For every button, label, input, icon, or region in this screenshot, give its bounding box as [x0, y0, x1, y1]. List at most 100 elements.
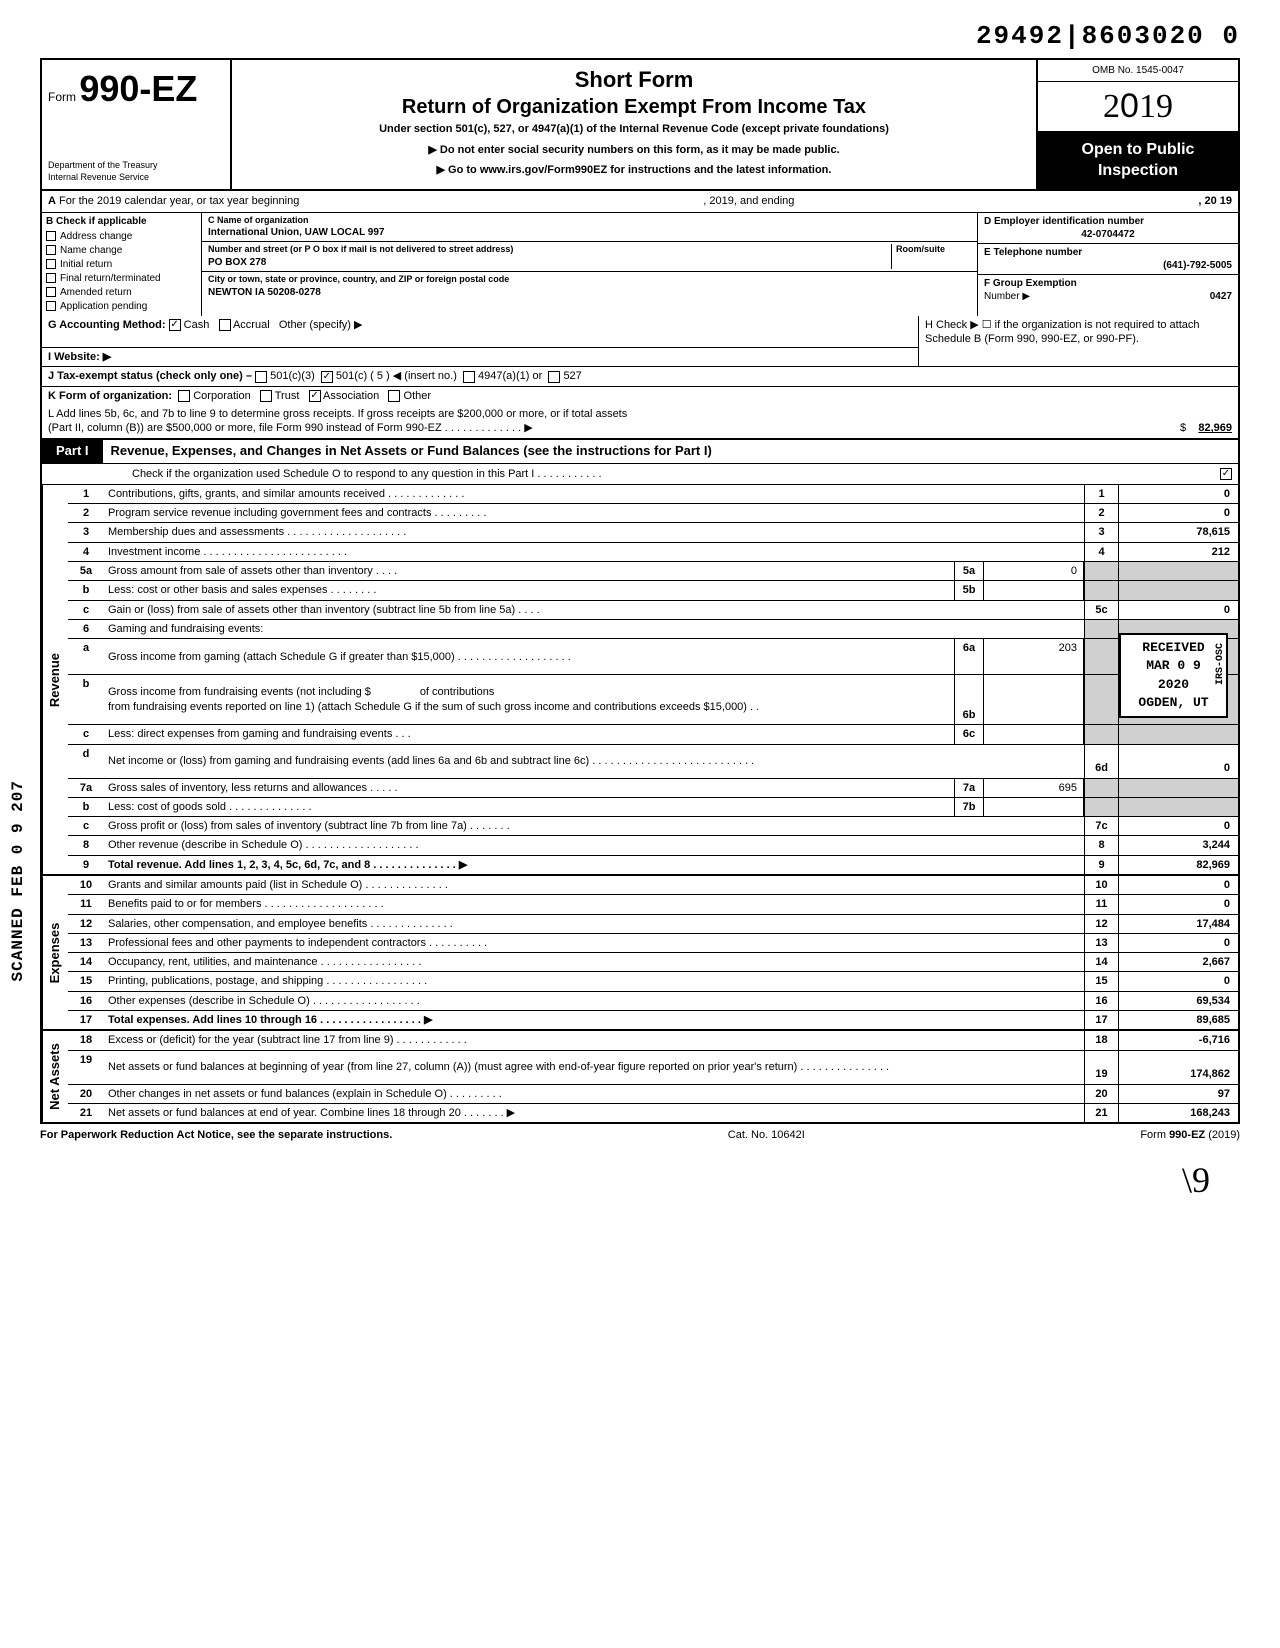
- form-number-block: Form 990-EZ: [48, 66, 224, 113]
- open-to-public: Open to Public Inspection: [1038, 132, 1238, 189]
- subtitle: Under section 501(c), 527, or 4947(a)(1)…: [242, 122, 1026, 136]
- part-i-tag: Part I: [42, 440, 103, 463]
- line-h-cont: [918, 348, 1238, 367]
- goto-link: ▶ Go to www.irs.gov/Form990EZ for instru…: [242, 163, 1026, 177]
- chk-trust[interactable]: [260, 390, 272, 402]
- chk-501c3[interactable]: [255, 371, 267, 383]
- chk-amended-return[interactable]: Amended return: [46, 286, 197, 299]
- ghijk-block: G Accounting Method: Cash Accrual Other …: [40, 316, 1240, 405]
- part-i-sub: Check if the organization used Schedule …: [40, 464, 1240, 485]
- org-city-row: City or town, state or province, country…: [202, 272, 977, 301]
- chk-schedule-o[interactable]: [1220, 468, 1232, 480]
- netassets-lines: 18Excess or (deficit) for the year (subt…: [68, 1031, 1238, 1122]
- phone-row: E Telephone number (641)-792-5005: [978, 244, 1238, 275]
- chk-final-return[interactable]: Final return/terminated: [46, 272, 197, 285]
- footer: For Paperwork Reduction Act Notice, see …: [40, 1124, 1240, 1146]
- stamp-loc: OGDEN, UT: [1131, 694, 1216, 712]
- group-exempt-label: F Group Exemption: [984, 278, 1077, 289]
- revenue-lines: 1Contributions, gifts, grants, and simil…: [68, 485, 1238, 874]
- city-label: City or town, state or province, country…: [208, 274, 971, 286]
- org-addr-row: Number and street (or P O box if mail is…: [202, 242, 977, 272]
- form-number: 990-EZ: [79, 68, 197, 109]
- row-k: K Form of organization: Corporation Trus…: [42, 387, 1238, 405]
- open-line2: Inspection: [1040, 161, 1236, 182]
- revenue-section: Revenue 1Contributions, gifts, grants, a…: [42, 485, 1238, 876]
- line-a-label: A: [48, 194, 56, 208]
- stamp-received: RECEIVED: [1131, 639, 1216, 657]
- form-header: Form 990-EZ Department of the Treasury I…: [40, 58, 1240, 191]
- chk-initial-return[interactable]: Initial return: [46, 258, 197, 271]
- ein-row: D Employer identification number 42-0704…: [978, 213, 1238, 244]
- chk-501c[interactable]: [321, 371, 333, 383]
- dept-block: Department of the Treasury Internal Reve…: [48, 160, 224, 183]
- checkbox-icon: [46, 301, 56, 311]
- checkbox-icon: [46, 231, 56, 241]
- footer-left: For Paperwork Reduction Act Notice, see …: [40, 1128, 392, 1142]
- row-j: J Tax-exempt status (check only one) – 5…: [42, 367, 1238, 386]
- col-de: D Employer identification number 42-0704…: [978, 213, 1238, 316]
- header-right: OMB No. 1545-0047 20201919 Open to Publi…: [1038, 60, 1238, 189]
- part-i-title: Revenue, Expenses, and Changes in Net As…: [111, 443, 712, 460]
- title-return: Return of Organization Exempt From Incom…: [242, 94, 1026, 120]
- part-i-sub-text: Check if the organization used Schedule …: [132, 467, 602, 481]
- open-line1: Open to Public: [1040, 140, 1236, 161]
- dept-treasury: Department of the Treasury: [48, 160, 224, 172]
- org-name: International Union, UAW LOCAL 997: [208, 226, 971, 239]
- netassets-side-label: Net Assets: [42, 1031, 68, 1122]
- dept-irs: Internal Revenue Service: [48, 172, 224, 184]
- line-l-amount: 82,969: [1198, 421, 1232, 435]
- row-i: I Website: ▶: [42, 348, 1238, 367]
- line-l: L Add lines 5b, 6c, and 7b to line 9 to …: [40, 405, 1240, 440]
- expenses-section: Expenses 10Grants and similar amounts pa…: [42, 876, 1238, 1031]
- group-exempt-label2: Number ▶: [984, 291, 1030, 302]
- phone-label: E Telephone number: [984, 246, 1232, 259]
- org-name-label: C Name of organization: [208, 215, 971, 227]
- chk-accrual[interactable]: [219, 319, 231, 331]
- footer-right: Form 990-EZ (2019): [1140, 1128, 1240, 1142]
- phone-value: (641)-792-5005: [984, 259, 1232, 272]
- g-label: G Accounting Method:: [48, 319, 166, 331]
- chk-527[interactable]: [548, 371, 560, 383]
- checkbox-icon: [46, 245, 56, 255]
- chk-cash[interactable]: [169, 319, 181, 331]
- chk-address-change[interactable]: Address change: [46, 230, 197, 243]
- chk-application-pending[interactable]: Application pending: [46, 300, 197, 313]
- group-exempt-row: F Group Exemption Number ▶ 0427: [978, 275, 1238, 305]
- chk-name-change[interactable]: Name change: [46, 244, 197, 257]
- stamp-date: MAR 0 9 2020: [1131, 657, 1216, 693]
- line-a-mid: , 2019, and ending: [703, 194, 794, 208]
- top-dln-number: 29492|8603020 0: [40, 20, 1240, 54]
- col-b: B Check if applicable Address change Nam…: [42, 213, 202, 316]
- checkbox-icon: [46, 287, 56, 297]
- main-grid: Revenue 1Contributions, gifts, grants, a…: [40, 485, 1240, 1124]
- header-left: Form 990-EZ Department of the Treasury I…: [42, 60, 232, 189]
- org-city: NEWTON IA 50208-0278: [208, 286, 971, 299]
- row-gh: G Accounting Method: Cash Accrual Other …: [42, 316, 1238, 349]
- line-a-text: For the 2019 calendar year, or tax year …: [59, 194, 299, 208]
- line-a: A For the 2019 calendar year, or tax yea…: [40, 191, 1240, 212]
- expenses-side-label: Expenses: [42, 876, 68, 1029]
- line-6a: a Gross income from gaming (attach Sched…: [68, 639, 1238, 675]
- form-prefix: Form: [48, 90, 76, 104]
- ein-value: 42-0704472: [984, 228, 1232, 241]
- i-label: I Website: ▶: [48, 351, 111, 363]
- received-stamp: RECEIVED MAR 0 9 2020 OGDEN, UT IRS-OSC: [1119, 633, 1228, 718]
- revenue-side-label: Revenue: [42, 485, 68, 874]
- part-i-header: Part I Revenue, Expenses, and Changes in…: [40, 440, 1240, 464]
- omb-number: OMB No. 1545-0047: [1038, 60, 1238, 82]
- chk-assoc[interactable]: [309, 390, 321, 402]
- line-g: G Accounting Method: Cash Accrual Other …: [42, 316, 918, 349]
- netassets-section: Net Assets 18Excess or (deficit) for the…: [42, 1031, 1238, 1122]
- chk-other-org[interactable]: [388, 390, 400, 402]
- tax-year: 20201919: [1038, 82, 1238, 132]
- expenses-lines: 10Grants and similar amounts paid (list …: [68, 876, 1238, 1029]
- signature-mark: \9: [40, 1157, 1240, 1204]
- line-l-dollar: $: [1180, 421, 1186, 435]
- form-page: SCANNED FEB 0 9 207 29492|8603020 0 Form…: [40, 20, 1240, 1203]
- line-i: I Website: ▶: [42, 348, 918, 367]
- chk-corp[interactable]: [178, 390, 190, 402]
- col-c: C Name of organization International Uni…: [202, 213, 978, 316]
- header-title-block: Short Form Return of Organization Exempt…: [232, 60, 1038, 189]
- chk-4947[interactable]: [463, 371, 475, 383]
- line-a-end: , 20 19: [1198, 194, 1232, 208]
